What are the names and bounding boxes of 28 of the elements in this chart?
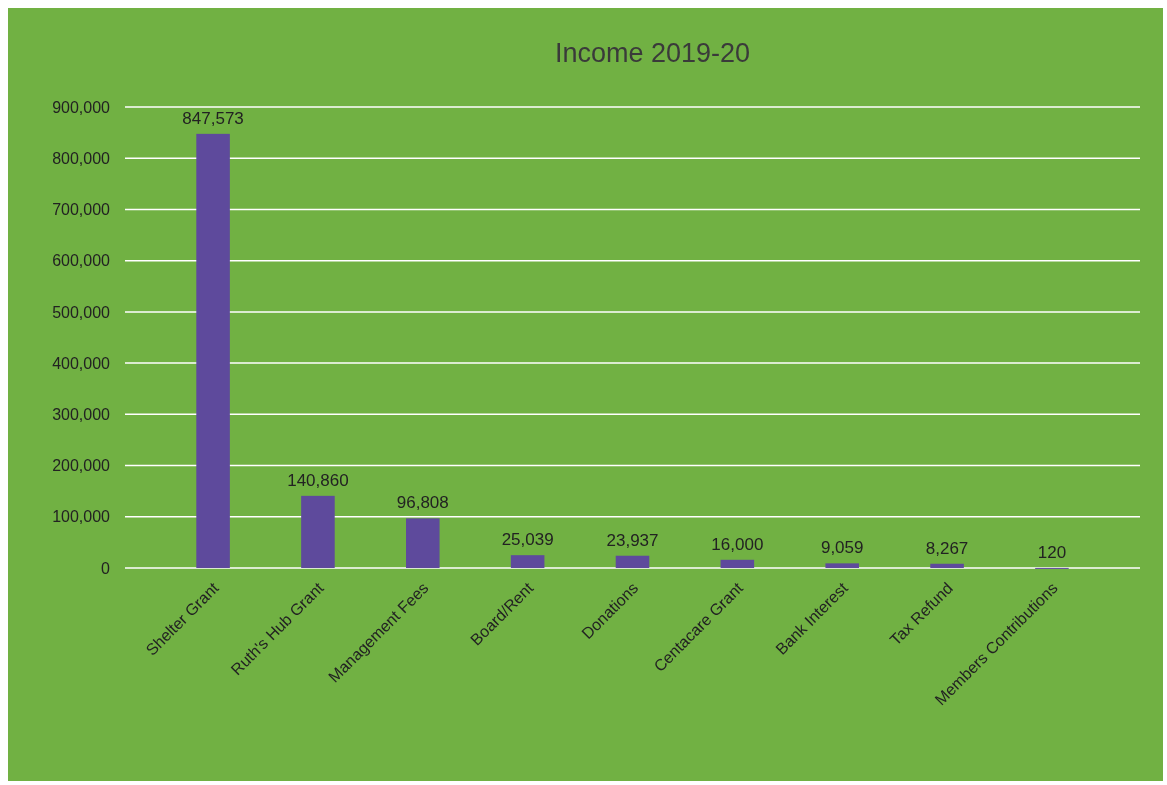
y-tick-label: 600,000 — [52, 252, 111, 270]
bar — [406, 518, 440, 568]
y-tick-label: 0 — [101, 559, 111, 577]
y-tick-label: 400,000 — [52, 354, 111, 372]
y-tick-label: 700,000 — [52, 201, 111, 219]
data-label: 140,860 — [287, 470, 349, 490]
y-tick-label: 200,000 — [52, 457, 111, 475]
data-label: 23,937 — [606, 530, 659, 550]
bar — [720, 559, 755, 568]
data-label: 25,039 — [501, 530, 554, 550]
bar — [301, 495, 335, 568]
data-label: 120 — [1037, 542, 1067, 562]
y-tick-label: 800,000 — [52, 149, 111, 167]
data-label: 96,808 — [396, 493, 449, 513]
bar — [825, 563, 859, 568]
chart-title: Income 2019-20 — [554, 38, 751, 68]
y-tick-label: 900,000 — [52, 98, 111, 116]
bar — [510, 555, 545, 568]
y-tick-label: 100,000 — [52, 508, 111, 526]
data-label: 847,573 — [182, 108, 244, 128]
y-tick-label: 300,000 — [52, 405, 111, 423]
data-label: 16,000 — [711, 534, 764, 554]
y-tick-label: 500,000 — [52, 303, 111, 321]
data-label: 9,059 — [820, 538, 864, 558]
bar — [930, 563, 964, 568]
bar — [196, 133, 230, 568]
data-label: 8,267 — [925, 538, 969, 558]
bar — [615, 555, 650, 568]
